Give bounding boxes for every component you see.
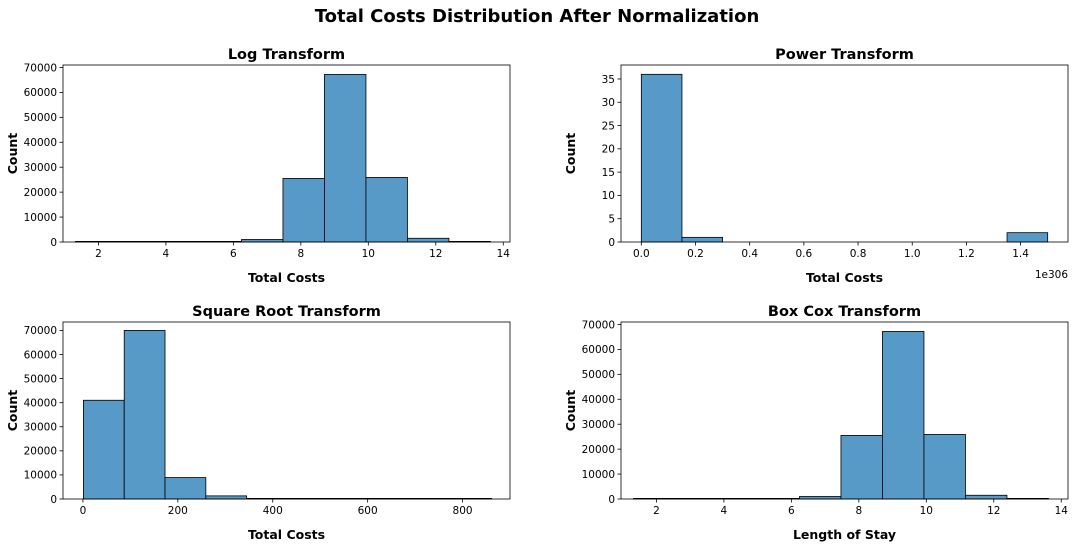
y-tick-label: 70000 xyxy=(24,62,57,74)
x-tick-label: 0.8 xyxy=(850,248,867,260)
x-tick-label: 0.6 xyxy=(796,248,813,260)
histogram-bar xyxy=(840,435,883,500)
x-axis-offset-label: 1e306 xyxy=(1035,269,1069,281)
x-tick-label: 0.0 xyxy=(633,248,650,260)
x-tick-label: 1.4 xyxy=(1012,248,1029,260)
x-tick-label: 1.0 xyxy=(904,248,921,260)
x-tick-label: 4 xyxy=(721,505,728,517)
x-tick-label: 6 xyxy=(788,505,795,517)
histogram-bar xyxy=(324,74,367,243)
panel-title: Box Cox Transform xyxy=(768,304,921,320)
y-axis-label: Count xyxy=(563,133,578,175)
y-tick-label: 60000 xyxy=(24,87,57,99)
y-tick-label: 60000 xyxy=(582,344,615,356)
y-tick-label: 0 xyxy=(608,237,615,249)
y-tick-label: 40000 xyxy=(24,397,57,409)
panel-title: Power Transform xyxy=(775,47,914,63)
x-tick-label: 6 xyxy=(230,248,237,260)
panel-log-transform: 2 4 6 8 10 12 14 0 10000 20000 30000 40000 50000 6000… xyxy=(5,47,511,285)
y-tick-label: 50000 xyxy=(582,369,615,381)
x-tick-label: 0 xyxy=(80,505,87,517)
histogram-bar xyxy=(365,177,408,243)
y-tick-label: 20 xyxy=(602,144,615,156)
x-axis-label: Total Costs xyxy=(248,270,325,285)
axes-frame xyxy=(62,321,511,500)
y-tick-label: 10000 xyxy=(24,212,57,224)
panel-title: Square Root Transform xyxy=(192,304,381,320)
y-tick-label: 40000 xyxy=(582,394,615,406)
histogram-bar xyxy=(123,330,166,500)
x-tick-label: 400 xyxy=(263,505,283,517)
histogram-bar xyxy=(407,237,450,243)
histogram-bar xyxy=(1006,232,1049,243)
x-tick-label: 2 xyxy=(95,248,102,260)
histogram-bar xyxy=(282,178,325,243)
panel-square-root-transform: 0 200 400 600 800 0 10000 20000 30000 40000 50000 6… xyxy=(5,304,511,542)
histogram-bar xyxy=(965,494,1008,500)
x-tick-label: 0.4 xyxy=(741,248,758,260)
histogram-bar xyxy=(205,495,248,500)
x-tick-label: 8 xyxy=(297,248,304,260)
panel-title: Log Transform xyxy=(228,47,345,63)
x-axis-label: Length of Stay xyxy=(793,527,896,542)
y-tick-label: 10000 xyxy=(24,470,57,482)
histogram-bar xyxy=(164,477,207,500)
figure-suptitle: Total Costs Distribution After Normaliza… xyxy=(315,6,760,27)
histogram-bar xyxy=(923,434,966,500)
y-axis-label: Count xyxy=(563,390,578,432)
y-tick-label: 40000 xyxy=(24,137,57,149)
x-tick-label: 0.2 xyxy=(687,248,704,260)
x-tick-label: 4 xyxy=(163,248,170,260)
y-tick-label: 5 xyxy=(608,214,615,226)
y-tick-label: 30 xyxy=(602,97,615,109)
y-tick-label: 20000 xyxy=(24,187,57,199)
y-tick-label: 70000 xyxy=(582,319,615,331)
y-tick-label: 15 xyxy=(602,167,615,179)
x-tick-label: 1.2 xyxy=(958,248,975,260)
y-tick-label: 30000 xyxy=(24,162,57,174)
y-tick-label: 0 xyxy=(50,237,57,249)
x-tick-label: 12 xyxy=(987,505,1000,517)
y-tick-label: 25 xyxy=(602,120,615,132)
x-tick-label: 14 xyxy=(497,248,511,260)
x-axis-label: Total Costs xyxy=(806,270,883,285)
y-tick-label: 10 xyxy=(602,190,615,202)
x-tick-label: 2 xyxy=(653,505,660,517)
histogram-bar xyxy=(681,236,723,243)
x-tick-label: 600 xyxy=(358,505,378,517)
y-tick-label: 30000 xyxy=(582,419,615,431)
axes-frame xyxy=(62,64,511,243)
y-tick-label: 0 xyxy=(50,494,57,506)
x-axis-label: Total Costs xyxy=(248,527,325,542)
y-axis-label: Count xyxy=(5,133,20,175)
y-tick-label: 30000 xyxy=(24,422,57,434)
y-tick-label: 20000 xyxy=(24,446,57,458)
x-tick-label: 14 xyxy=(1055,505,1069,517)
panel-box-cox-transform: 2 4 6 8 10 12 14 0 10000 20000 30000 40000 50000 6000… xyxy=(563,304,1069,542)
x-tick-label: 10 xyxy=(920,505,933,517)
y-tick-label: 35 xyxy=(602,74,615,86)
y-tick-label: 50000 xyxy=(24,112,57,124)
histogram-bar xyxy=(640,73,683,243)
x-tick-label: 8 xyxy=(855,505,862,517)
axes-frame xyxy=(620,321,1069,500)
y-tick-label: 0 xyxy=(608,494,615,506)
y-tick-label: 50000 xyxy=(24,373,57,385)
panel-power-transform: 0.0 0.2 0.4 0.6 0.8 1.0 1.2 1.4 0 5 10 15 20 25 30 35 Po… xyxy=(563,47,1069,285)
y-tick-label: 10000 xyxy=(582,469,615,481)
y-tick-label: 60000 xyxy=(24,349,57,361)
x-tick-label: 12 xyxy=(429,248,442,260)
y-axis-label: Count xyxy=(5,390,20,432)
histogram-bar xyxy=(83,399,125,500)
x-tick-label: 200 xyxy=(168,505,188,517)
axes-frame xyxy=(620,64,1069,243)
x-tick-label: 800 xyxy=(453,505,473,517)
histogram-bar xyxy=(882,331,925,500)
x-tick-label: 10 xyxy=(362,248,375,260)
y-tick-label: 20000 xyxy=(582,444,615,456)
y-tick-label: 70000 xyxy=(24,325,57,337)
